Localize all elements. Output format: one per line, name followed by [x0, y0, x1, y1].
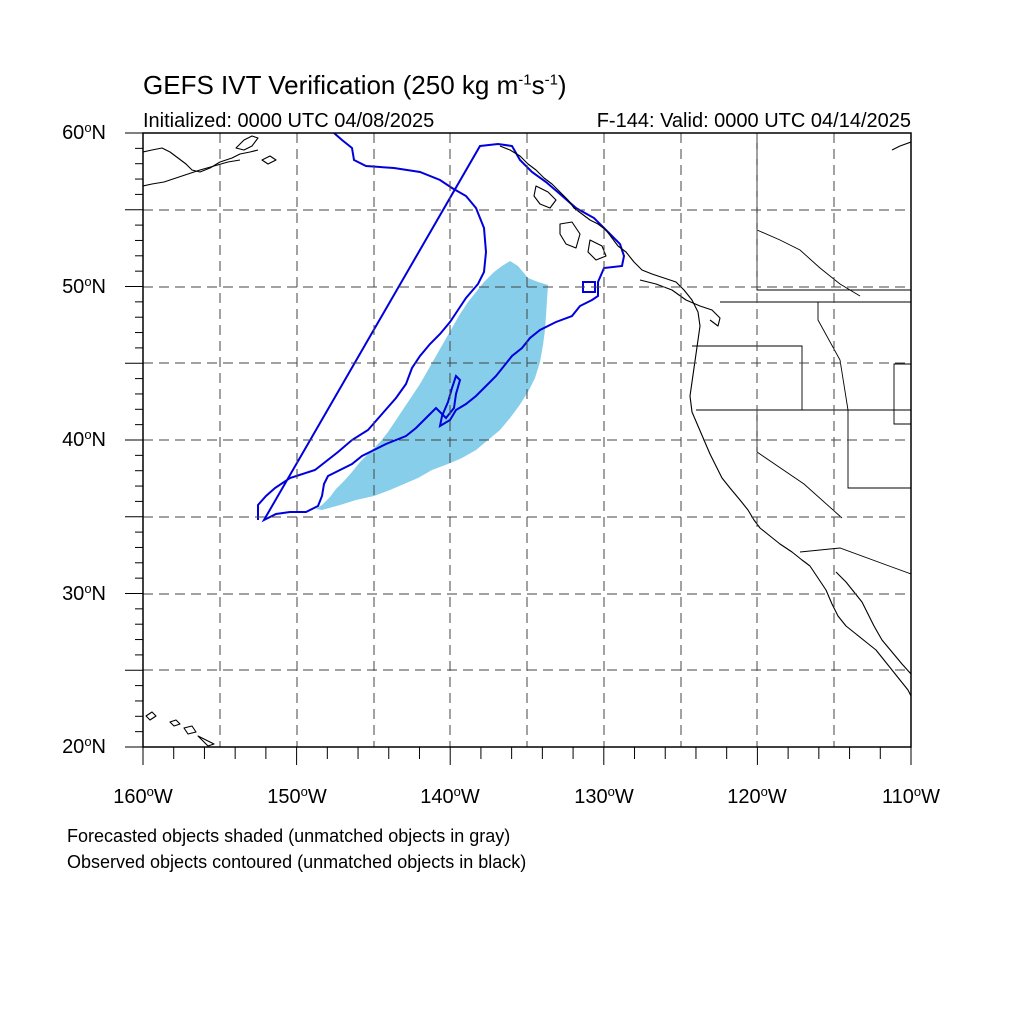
map-title: GEFS IVT Verification (250 kg m-1s-1) — [143, 70, 567, 100]
lon-label-140w: 140oW — [420, 784, 480, 808]
coastlines — [143, 135, 911, 747]
initialized-label: Initialized: 0000 UTC 04/08/2025 — [143, 110, 435, 132]
lat-label-30: 30oN — [62, 581, 106, 605]
valid-time-label: F-144: Valid: 0000 UTC 04/14/2025 — [596, 110, 911, 132]
observed-object-contour — [257, 133, 626, 523]
lat-lon-grid — [143, 133, 911, 747]
lon-label-130w: 130oW — [574, 784, 634, 808]
lon-label-120w: 120oW — [727, 784, 787, 808]
state-borders — [692, 133, 911, 575]
lat-label-60: 60oN — [62, 120, 106, 144]
lat-label-40: 40oN — [62, 427, 106, 451]
forecast-object-shaded — [316, 261, 548, 510]
lon-label-150w: 150oW — [267, 784, 327, 808]
forecast-legend-note: Forecasted objects shaded (unmatched obj… — [67, 826, 511, 846]
lat-label-50: 50oN — [62, 274, 106, 298]
observed-legend-note: Observed objects contoured (unmatched ob… — [67, 852, 527, 872]
lat-label-20: 20oN — [62, 734, 106, 758]
axis-ticks — [125, 132, 912, 765]
lon-label-110w: 110oW — [881, 784, 941, 808]
lon-label-160w: 160oW — [113, 784, 173, 808]
